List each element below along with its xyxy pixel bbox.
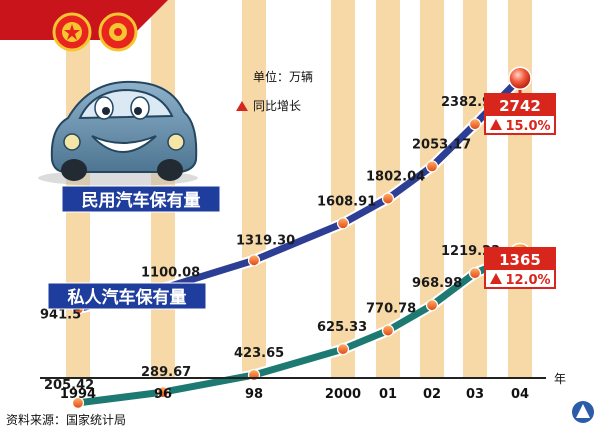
data-point-marker	[71, 396, 85, 410]
x-tick-label: 96	[154, 387, 172, 402]
x-tick-label: 02	[423, 387, 441, 402]
data-point-marker	[468, 267, 482, 280]
callout-private: 1365 12.0%	[484, 247, 556, 289]
data-point-marker	[381, 324, 395, 337]
background-stripe	[420, 0, 444, 378]
data-value-label: 770.78	[366, 302, 416, 317]
up-triangle-icon	[490, 273, 502, 284]
data-value-label: 289.67	[141, 365, 191, 380]
data-point-marker	[468, 118, 482, 131]
x-tick-label: 1994	[60, 387, 96, 402]
header-decoration	[0, 0, 168, 52]
background-stripe	[508, 0, 532, 378]
data-point-marker	[336, 343, 350, 356]
data-point-marker	[336, 217, 350, 230]
x-tick-label: 04	[511, 387, 529, 402]
callout-private-value: 1365	[499, 251, 541, 269]
cppcc-emblem-icon	[98, 12, 138, 52]
x-axis-suffix: 年	[554, 372, 566, 386]
callout-private-growth: 12.0%	[505, 273, 550, 288]
legend-growth: 同比增长	[253, 99, 301, 113]
agency-logo-icon	[572, 401, 594, 423]
data-point-marker	[425, 160, 439, 173]
callout-civil: 2742 15.0%	[484, 93, 556, 135]
data-value-label: 423.65	[234, 346, 284, 361]
legend-unit: 单位：万辆	[253, 69, 313, 84]
series-label-private: 私人汽车保有量	[47, 282, 207, 310]
data-value-label: 1608.91	[317, 194, 376, 209]
data-value-label: 968.98	[412, 276, 462, 291]
national-emblem-icon	[52, 12, 92, 52]
series-line	[74, 251, 524, 407]
cartoon-car-illustration	[38, 80, 198, 186]
data-point-marker	[156, 386, 170, 399]
x-tick-label: 2000	[325, 387, 361, 402]
data-point-marker	[425, 299, 439, 312]
data-value-label: 941.5	[40, 308, 81, 323]
data-value-label: 1802.04	[366, 170, 425, 185]
background-stripe	[331, 0, 355, 378]
background-stripe	[463, 0, 487, 378]
data-point-end-marker	[508, 66, 532, 90]
series-label-civil: 民用汽车保有量	[61, 185, 221, 213]
x-axis-ticks: 1994 96 98 2000 01 02 03 04	[60, 387, 529, 402]
data-value-label: 2053.17	[412, 137, 471, 152]
data-value-label: 1100.08	[141, 265, 200, 280]
x-tick-label: 98	[245, 387, 263, 402]
data-value-label: 1319.30	[236, 233, 295, 248]
up-triangle-icon	[236, 101, 248, 111]
data-point-marker	[381, 192, 395, 205]
callout-civil-growth: 15.0%	[505, 119, 550, 134]
x-tick-label: 03	[466, 387, 484, 402]
source-note: 资料来源：国家统计局	[6, 412, 126, 427]
up-triangle-icon	[490, 119, 502, 130]
callout-civil-value: 2742	[499, 97, 541, 115]
data-value-label: 205.42	[44, 378, 94, 393]
series-label-private-text: 私人汽车保有量	[68, 287, 187, 308]
x-tick-label: 01	[379, 387, 397, 402]
background-stripe	[242, 0, 266, 378]
legend: 单位：万辆 同比增长	[236, 69, 313, 113]
data-point-marker	[247, 254, 261, 267]
series-label-civil-text: 民用汽车保有量	[82, 190, 201, 211]
data-value-label: 625.33	[317, 320, 367, 335]
